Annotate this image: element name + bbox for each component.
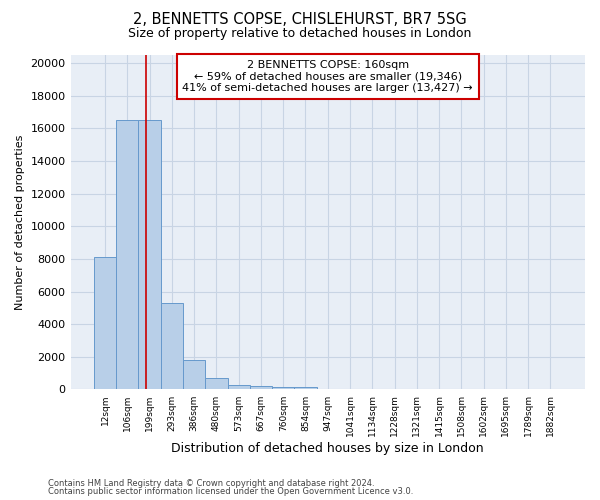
Bar [94, 258, 116, 390]
Text: Contains public sector information licensed under the Open Government Licence v3: Contains public sector information licen… [48, 487, 413, 496]
Bar [250, 386, 272, 390]
Text: Size of property relative to detached houses in London: Size of property relative to detached ho… [128, 28, 472, 40]
Y-axis label: Number of detached properties: Number of detached properties [15, 134, 25, 310]
Bar [161, 303, 183, 390]
X-axis label: Distribution of detached houses by size in London: Distribution of detached houses by size … [172, 442, 484, 455]
Bar [139, 120, 161, 390]
Text: 2, BENNETTS COPSE, CHISLEHURST, BR7 5SG: 2, BENNETTS COPSE, CHISLEHURST, BR7 5SG [133, 12, 467, 28]
Bar [227, 384, 250, 390]
Bar [272, 387, 295, 390]
Bar [205, 378, 227, 390]
Text: 2 BENNETTS COPSE: 160sqm
← 59% of detached houses are smaller (19,346)
41% of se: 2 BENNETTS COPSE: 160sqm ← 59% of detach… [182, 60, 473, 93]
Bar [183, 360, 205, 390]
Text: Contains HM Land Registry data © Crown copyright and database right 2024.: Contains HM Land Registry data © Crown c… [48, 478, 374, 488]
Bar [116, 120, 139, 390]
Bar [295, 387, 317, 390]
